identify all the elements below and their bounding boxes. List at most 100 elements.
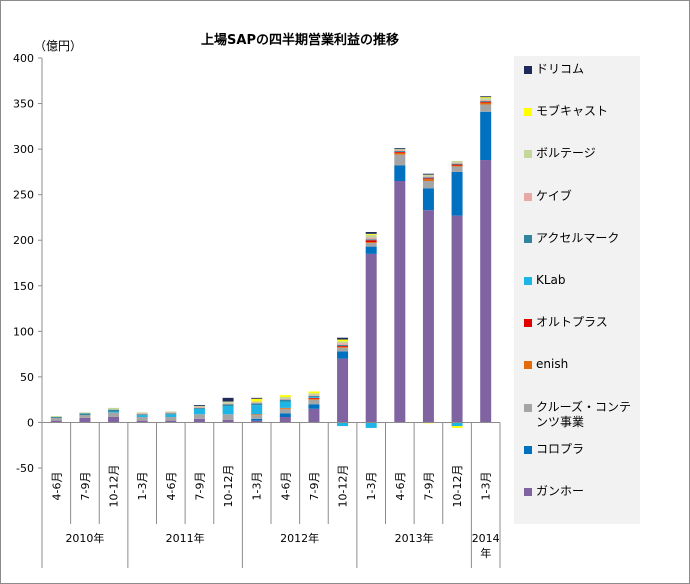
- bar-segment: [79, 413, 91, 416]
- bar-segment: [451, 426, 463, 428]
- y-tick-label: 400: [13, 52, 34, 65]
- y-axis-unit-label: （億円）: [34, 39, 82, 53]
- bar-segment: [337, 346, 349, 348]
- legend-label: オルトプラス: [536, 315, 608, 330]
- legend-swatch: [524, 234, 532, 243]
- bar-segment: [308, 393, 320, 396]
- y-tick-label: 50: [20, 371, 34, 384]
- bar-segment: [308, 408, 320, 423]
- bar-segment: [308, 395, 320, 397]
- bar-segment: [79, 415, 91, 418]
- bar-segment: [193, 406, 205, 407]
- year-label: 2014 年: [472, 532, 500, 560]
- bar-segment: [279, 407, 291, 409]
- bar-segment: [222, 414, 234, 420]
- bar-segment: [108, 409, 120, 412]
- bar-segment: [422, 178, 434, 180]
- x-tick-label: 10-12月: [108, 465, 121, 508]
- bar-segment: [108, 407, 120, 410]
- bar-segment: [193, 414, 205, 419]
- bar-segment: [337, 345, 349, 346]
- bar-segment: [337, 343, 349, 345]
- bar-segment: [308, 399, 320, 405]
- legend-label: アクセルマーク: [536, 230, 620, 245]
- bar-segment: [365, 232, 377, 234]
- bar-segment: [365, 242, 377, 243]
- x-tick-label: 4-6月: [165, 472, 178, 501]
- year-label: 2010年: [65, 531, 104, 545]
- x-tick-label: 1-3月: [480, 472, 493, 501]
- legend-panel: [514, 56, 640, 524]
- bar-segment: [422, 173, 434, 175]
- bar-segment: [422, 210, 434, 423]
- bar-segment: [394, 152, 406, 155]
- bar-segment: [394, 150, 406, 152]
- bar-segment: [480, 102, 492, 105]
- bar-segment: [480, 98, 492, 100]
- bar-segment: [251, 418, 263, 421]
- bar-segment: [165, 414, 177, 417]
- x-tick-label: 10-12月: [451, 465, 464, 508]
- bar-segment: [308, 398, 320, 400]
- bar-segment: [193, 407, 205, 409]
- x-tick-label: 4-6月: [50, 472, 63, 501]
- bar-segment: [337, 358, 349, 423]
- bar-segment: [193, 406, 205, 408]
- bar-segment: [422, 181, 434, 189]
- legend-swatch: [524, 445, 532, 454]
- y-tick-label: 150: [13, 280, 34, 293]
- bar-segment: [251, 420, 263, 423]
- bar-segment: [50, 416, 62, 417]
- bar-segment: [251, 397, 263, 399]
- bar-segment: [451, 422, 463, 427]
- bar-segment: [222, 397, 234, 402]
- y-tick-label: 350: [13, 98, 34, 111]
- bar-segment: [308, 397, 320, 399]
- bar-segment: [222, 403, 234, 405]
- bar-segment: [136, 415, 148, 417]
- legend-swatch: [524, 319, 532, 328]
- bar-segment: [480, 160, 492, 423]
- legend-label: ケイブ: [536, 188, 572, 203]
- legend-swatch: [524, 403, 532, 412]
- bar-segment: [279, 396, 291, 399]
- bar-segment: [251, 415, 263, 419]
- legend-swatch: [524, 488, 532, 496]
- legend-swatch: [524, 277, 532, 285]
- bar-segment: [451, 160, 463, 163]
- bar-segment: [279, 398, 291, 400]
- bar-segment: [136, 413, 148, 415]
- legend-label: enish: [536, 357, 569, 372]
- x-axis: 4-6月 7-9月 10-12月 1-3月 4-6月 7-9月 10-12月 1-3月 4-6月…: [41, 421, 501, 568]
- bar-segment: [108, 411, 120, 413]
- legend-swatch: [524, 361, 532, 370]
- bars: [50, 96, 492, 428]
- bar-segment: [451, 163, 463, 165]
- y-tick-label: 300: [13, 143, 34, 156]
- bar-segment: [50, 417, 62, 421]
- bar-segment: [165, 416, 177, 421]
- bar-segment: [480, 97, 492, 99]
- x-tick-label: 7-9月: [308, 472, 321, 501]
- chart-title: 上場SAPの四半期営業利益の推移: [201, 32, 399, 48]
- y-tick-label: -50: [16, 462, 34, 475]
- bar-segment: [308, 396, 320, 397]
- bar-segment: [480, 111, 492, 161]
- bar-segment: [222, 404, 234, 407]
- bar-segment: [394, 181, 406, 423]
- x-tick-label: 4-6月: [279, 472, 292, 501]
- bar-segment: [337, 351, 349, 359]
- bar-segment: [165, 413, 177, 415]
- bar-segment: [279, 408, 291, 414]
- bar-segment: [165, 412, 177, 414]
- bar-segment: [365, 237, 377, 240]
- legend-label: モブキャスト: [536, 104, 609, 119]
- x-tick-label: 7-9月: [79, 472, 92, 501]
- bar-segment: [394, 148, 406, 150]
- bar-segment: [422, 188, 434, 211]
- bar-segment: [451, 215, 463, 423]
- bar-segment: [222, 406, 234, 415]
- y-tick-label: 250: [13, 189, 34, 202]
- y-axis: -50 0 50 100 150 200 250 300 350 400: [13, 52, 43, 475]
